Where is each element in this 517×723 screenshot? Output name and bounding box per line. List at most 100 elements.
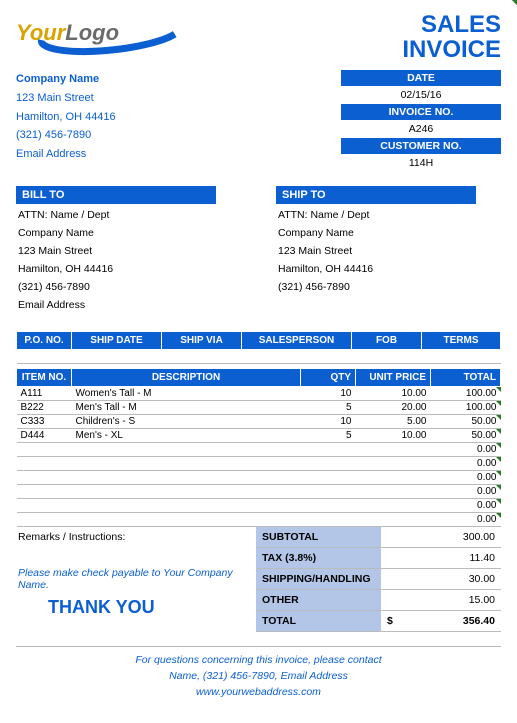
item-row-empty: 0.00 bbox=[17, 457, 501, 471]
item-qty: 5 bbox=[301, 401, 356, 415]
meta-customer-value: 114H bbox=[341, 154, 501, 172]
header: YourLogo SALES INVOICE bbox=[16, 12, 501, 62]
totals-table: SUBTOTAL 300.00 TAX (3.8%) 11.40 SHIPPIN… bbox=[256, 527, 501, 632]
col-terms: TERMS bbox=[422, 332, 501, 350]
item-qty: 10 bbox=[301, 387, 356, 401]
item-no: A111 bbox=[17, 387, 72, 401]
item-row: B222 Men's Tall - M 5 20.00 100.00 bbox=[17, 401, 501, 415]
address-section: BILL TO ATTN: Name / Dept Company Name 1… bbox=[16, 186, 501, 317]
ship-details-table: P.O. NO. SHIP DATE SHIP VIA SALESPERSON … bbox=[16, 331, 501, 364]
item-no: B222 bbox=[17, 401, 72, 415]
subtotal-value: 300.00 bbox=[381, 527, 501, 548]
meta-customer-label: CUSTOMER NO. bbox=[341, 138, 501, 154]
item-desc: Children's - S bbox=[72, 415, 301, 429]
col-fob: FOB bbox=[352, 332, 422, 350]
bill-to-attn: ATTN: Name / Dept bbox=[18, 207, 214, 225]
remarks-area: Remarks / Instructions: Please make chec… bbox=[16, 527, 256, 632]
meta-invoice-label: INVOICE NO. bbox=[341, 104, 501, 120]
meta-date-label: DATE bbox=[341, 70, 501, 86]
item-row: A111 Women's Tall - M 10 10.00 100.00 bbox=[17, 387, 501, 401]
from-phone: (321) 456-7890 bbox=[16, 126, 116, 145]
item-row: C333 Children's - S 10 5.00 50.00 bbox=[17, 415, 501, 429]
meta-table: DATE 02/15/16 INVOICE NO. A246 CUSTOMER … bbox=[341, 70, 501, 172]
bottom-section: Remarks / Instructions: Please make chec… bbox=[16, 527, 501, 632]
col-pono: P.O. NO. bbox=[17, 332, 72, 350]
from-city: Hamilton, OH 44416 bbox=[16, 108, 116, 127]
tax-value: 11.40 bbox=[381, 548, 501, 569]
col-shipdate: SHIP DATE bbox=[72, 332, 162, 350]
meta-date-value: 02/15/16 bbox=[341, 86, 501, 104]
meta-invoice-value: A246 bbox=[341, 120, 501, 138]
col-qty: QTY bbox=[301, 369, 356, 387]
grand-amount: 356.40 bbox=[463, 615, 495, 627]
item-desc: Women's Tall - M bbox=[72, 387, 301, 401]
item-no: C333 bbox=[17, 415, 72, 429]
ship-to-street: 123 Main Street bbox=[278, 243, 474, 261]
item-row-empty: 0.00 bbox=[17, 485, 501, 499]
shipping-label: SHIPPING/HANDLING bbox=[256, 569, 381, 590]
title-line1: SALES bbox=[402, 12, 501, 37]
col-unit-price: UNIT PRICE bbox=[356, 369, 431, 387]
thank-you: THANK YOU bbox=[48, 597, 254, 618]
grand-currency: $ bbox=[387, 615, 393, 627]
bill-to-phone: (321) 456-7890 bbox=[18, 279, 214, 297]
ship-to-block: SHIP TO ATTN: Name / Dept Company Name 1… bbox=[276, 186, 476, 317]
other-label: OTHER bbox=[256, 590, 381, 611]
footer: For questions concerning this invoice, p… bbox=[16, 646, 501, 700]
item-row-empty: 0.00 bbox=[17, 471, 501, 485]
bill-to-email: Email Address bbox=[18, 297, 214, 315]
subtotal-label: SUBTOTAL bbox=[256, 527, 381, 548]
item-total: 100.00 bbox=[431, 387, 501, 401]
col-shipvia: SHIP VIA bbox=[162, 332, 242, 350]
bill-to-city: Hamilton, OH 44416 bbox=[18, 261, 214, 279]
ship-to-attn: ATTN: Name / Dept bbox=[278, 207, 474, 225]
tax-label: TAX (3.8%) bbox=[256, 548, 381, 569]
invoice-page: YourLogo SALES INVOICE Company Name 123 … bbox=[0, 0, 517, 713]
ship-to-phone: (321) 456-7890 bbox=[278, 279, 474, 297]
from-street: 123 Main Street bbox=[16, 89, 116, 108]
item-total: 50.00 bbox=[431, 415, 501, 429]
ship-details-row bbox=[17, 350, 501, 364]
logo-text-your: Your bbox=[16, 20, 65, 45]
col-description: DESCRIPTION bbox=[72, 369, 301, 387]
footer-link: www.yourwebaddress.com bbox=[16, 685, 501, 701]
item-price: 20.00 bbox=[356, 401, 431, 415]
shipping-value: 30.00 bbox=[381, 569, 501, 590]
logo-text-logo: Logo bbox=[65, 20, 119, 45]
ship-to-header: SHIP TO bbox=[276, 186, 476, 204]
item-price: 5.00 bbox=[356, 415, 431, 429]
item-row-empty: 0.00 bbox=[17, 499, 501, 513]
ship-to-company: Company Name bbox=[278, 225, 474, 243]
grand-total-value: $ 356.40 bbox=[381, 611, 501, 632]
item-price: 10.00 bbox=[356, 429, 431, 443]
bill-to-street: 123 Main Street bbox=[18, 243, 214, 261]
from-block: Company Name 123 Main Street Hamilton, O… bbox=[16, 70, 116, 172]
other-value: 15.00 bbox=[381, 590, 501, 611]
items-table: ITEM NO. DESCRIPTION QTY UNIT PRICE TOTA… bbox=[16, 368, 501, 527]
col-item-no: ITEM NO. bbox=[17, 369, 72, 387]
top-section: Company Name 123 Main Street Hamilton, O… bbox=[16, 70, 501, 172]
item-qty: 5 bbox=[301, 429, 356, 443]
logo: YourLogo bbox=[16, 12, 186, 62]
item-row-empty: 0.00 bbox=[17, 443, 501, 457]
footer-line1: For questions concerning this invoice, p… bbox=[16, 653, 501, 669]
item-row-empty: 0.00 bbox=[17, 513, 501, 527]
col-salesperson: SALESPERSON bbox=[242, 332, 352, 350]
col-total: TOTAL bbox=[431, 369, 501, 387]
bill-to-block: BILL TO ATTN: Name / Dept Company Name 1… bbox=[16, 186, 216, 317]
from-company: Company Name bbox=[16, 70, 116, 89]
from-email: Email Address bbox=[16, 145, 116, 164]
item-row: D444 Men's - XL 5 10.00 50.00 bbox=[17, 429, 501, 443]
ship-to-city: Hamilton, OH 44416 bbox=[278, 261, 474, 279]
item-no: D444 bbox=[17, 429, 72, 443]
bill-to-company: Company Name bbox=[18, 225, 214, 243]
footer-line2: Name, (321) 456-7890, Email Address bbox=[16, 669, 501, 685]
item-desc: Men's - XL bbox=[72, 429, 301, 443]
item-desc: Men's Tall - M bbox=[72, 401, 301, 415]
payment-notice: Please make check payable to Your Compan… bbox=[18, 567, 254, 591]
title-line2: INVOICE bbox=[402, 37, 501, 62]
remarks-label: Remarks / Instructions: bbox=[18, 531, 254, 543]
invoice-title: SALES INVOICE bbox=[402, 12, 501, 62]
item-total: 100.00 bbox=[431, 401, 501, 415]
item-qty: 10 bbox=[301, 415, 356, 429]
